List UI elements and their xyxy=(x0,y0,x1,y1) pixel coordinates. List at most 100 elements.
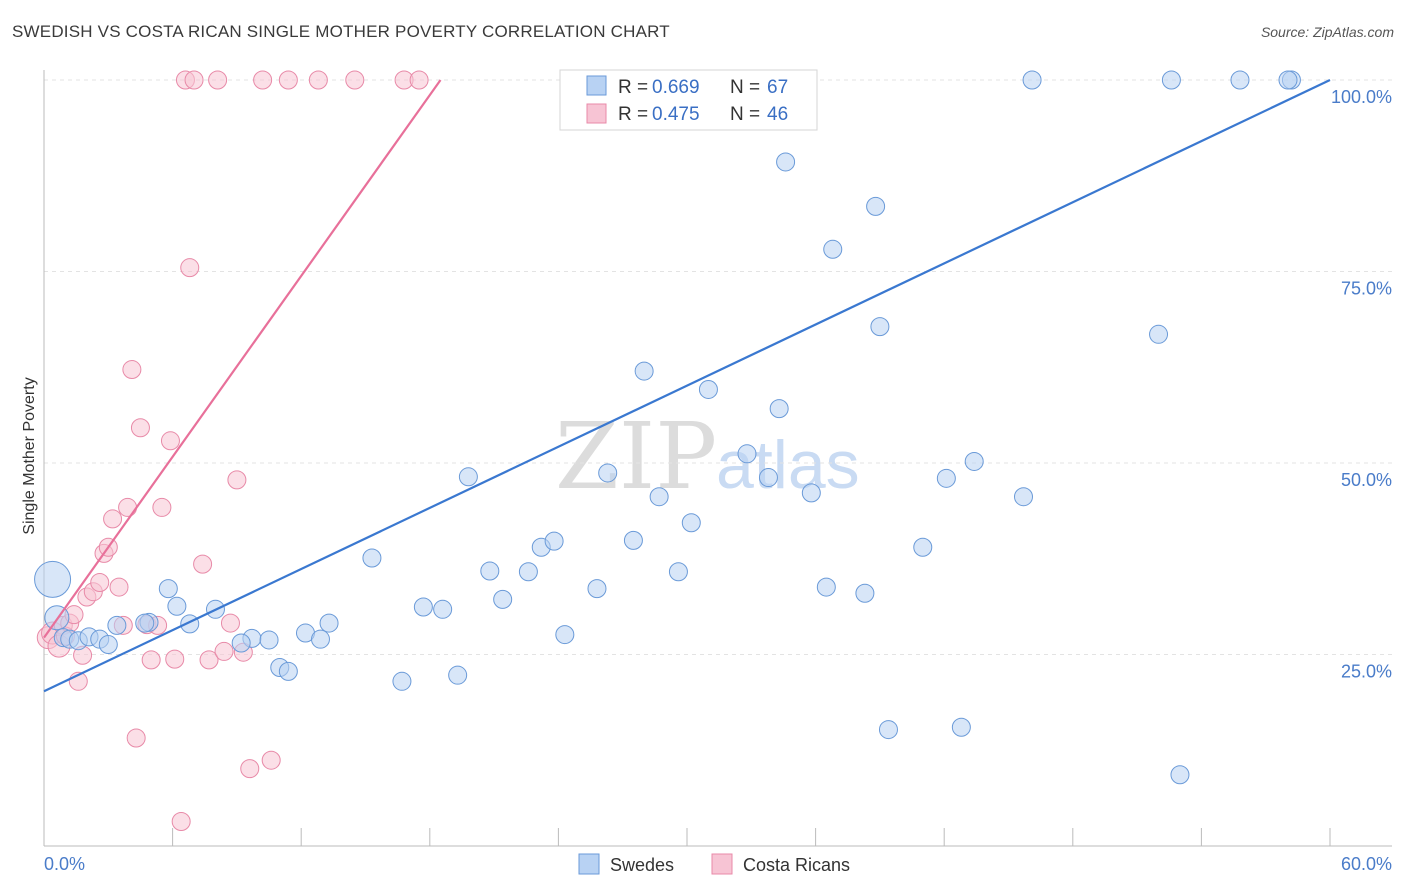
point-swedes-26 xyxy=(433,599,453,619)
point-swedes-46 xyxy=(769,399,789,419)
point-swedes-36 xyxy=(598,463,618,483)
chart-title: SWEDISH VS COSTA RICAN SINGLE MOTHER POV… xyxy=(12,22,670,41)
point-swedes-31 xyxy=(518,562,538,582)
point-costa-ricans-30 xyxy=(184,70,204,90)
point-costa-ricans-45 xyxy=(409,70,429,90)
point-swedes-39 xyxy=(649,487,669,507)
point-swedes-66 xyxy=(1278,70,1298,90)
point-swedes-37 xyxy=(623,530,643,550)
point-swedes-28 xyxy=(458,467,478,487)
trend-line-swedes xyxy=(43,79,1331,693)
stats-legend: R = 0.669 N = 67 R = 0.475 N = 46 xyxy=(559,69,818,131)
legend-n-label-1: N = xyxy=(730,77,760,98)
legend-r-label-1: R = xyxy=(618,77,648,98)
legend-n-value-1: 67 xyxy=(767,77,788,98)
point-costa-ricans-18 xyxy=(122,360,142,380)
point-costa-ricans-40 xyxy=(261,750,281,770)
point-costa-ricans-42 xyxy=(308,70,328,90)
bottom-legend-label-costa-ricans: Costa Ricans xyxy=(743,855,850,875)
legend-n-value-2: 46 xyxy=(767,104,788,125)
point-swedes-33 xyxy=(544,531,564,551)
point-swedes-11 xyxy=(135,613,155,633)
point-swedes-51 xyxy=(855,583,875,603)
point-costa-ricans-29 xyxy=(180,258,200,278)
bottom-legend-swatch-swedes xyxy=(578,853,600,875)
point-swedes-12 xyxy=(158,579,178,599)
point-costa-ricans-32 xyxy=(199,650,219,670)
point-swedes-53 xyxy=(870,317,890,337)
point-swedes-30 xyxy=(493,589,513,609)
point-swedes-55 xyxy=(913,537,933,557)
point-swedes-57 xyxy=(951,717,971,737)
point-costa-ricans-15 xyxy=(109,577,129,597)
point-costa-ricans-41 xyxy=(278,70,298,90)
point-swedes-17 xyxy=(259,630,279,650)
point-costa-ricans-38 xyxy=(240,759,260,779)
gridlines xyxy=(44,79,1392,655)
point-costa-ricans-14 xyxy=(103,509,123,529)
point-swedes-35 xyxy=(587,579,607,599)
trend-lines xyxy=(43,79,1331,693)
point-swedes-34 xyxy=(555,625,575,645)
watermark-atlas: atlas xyxy=(716,427,860,503)
point-swedes-62 xyxy=(1149,324,1169,344)
point-swedes-0 xyxy=(34,560,72,598)
point-swedes-60 xyxy=(1014,487,1034,507)
point-swedes-42 xyxy=(698,379,718,399)
point-costa-ricans-27 xyxy=(171,811,191,831)
point-swedes-16 xyxy=(231,633,251,653)
x-ticks xyxy=(43,828,1331,846)
point-costa-ricans-39 xyxy=(253,70,273,90)
trend-line-costa-ricans xyxy=(43,79,442,639)
point-costa-ricans-19 xyxy=(126,728,146,748)
point-swedes-7 xyxy=(98,635,118,655)
y-tick-label-0: 25.0% xyxy=(1341,662,1392,682)
point-swedes-29 xyxy=(480,561,500,581)
legend-r-label-2: R = xyxy=(618,104,648,125)
point-costa-ricans-36 xyxy=(227,470,247,490)
point-swedes-44 xyxy=(737,444,757,464)
bottom-legend-swatch-costa-ricans xyxy=(711,853,733,875)
legend-r-value-2: 0.475 xyxy=(652,104,700,125)
point-swedes-49 xyxy=(816,577,836,597)
point-swedes-8 xyxy=(107,615,127,635)
point-swedes-45 xyxy=(758,468,778,488)
axes xyxy=(43,70,1392,847)
point-swedes-56 xyxy=(936,468,956,488)
legend-swatch-costa-ricans xyxy=(586,103,607,124)
point-swedes-52 xyxy=(866,196,886,216)
point-costa-ricans-11 xyxy=(90,572,110,592)
series-legend: Swedes Costa Ricans xyxy=(578,853,850,875)
point-costa-ricans-22 xyxy=(141,650,161,670)
point-costa-ricans-20 xyxy=(130,418,150,438)
point-swedes-58 xyxy=(964,451,984,471)
point-costa-ricans-25 xyxy=(160,431,180,451)
point-costa-ricans-26 xyxy=(165,649,185,669)
point-swedes-27 xyxy=(448,665,468,685)
data-points xyxy=(34,70,1301,831)
y-tick-label-3: 100.0% xyxy=(1331,87,1392,107)
point-costa-ricans-33 xyxy=(208,70,228,90)
point-swedes-61 xyxy=(1161,70,1181,90)
point-swedes-22 xyxy=(319,613,339,633)
y-tick-label-2: 75.0% xyxy=(1341,279,1392,299)
point-swedes-50 xyxy=(823,239,843,259)
x-tick-label-min: 0.0% xyxy=(44,854,85,874)
point-swedes-64 xyxy=(1230,70,1250,90)
point-swedes-63 xyxy=(1170,765,1190,785)
point-swedes-25 xyxy=(392,671,412,691)
point-costa-ricans-35 xyxy=(220,613,240,633)
legend-n-label-2: N = xyxy=(730,104,760,125)
point-swedes-41 xyxy=(681,513,701,533)
point-swedes-40 xyxy=(668,562,688,582)
point-swedes-24 xyxy=(413,597,433,617)
watermark-zip: ZIP xyxy=(555,403,717,510)
point-costa-ricans-17 xyxy=(118,497,138,517)
point-swedes-23 xyxy=(362,548,382,568)
point-swedes-48 xyxy=(801,483,821,503)
point-swedes-38 xyxy=(634,361,654,381)
point-swedes-59 xyxy=(1022,70,1042,90)
y-axis-label: Single Mother Poverty xyxy=(21,377,38,534)
legend-r-value-1: 0.669 xyxy=(652,77,700,98)
